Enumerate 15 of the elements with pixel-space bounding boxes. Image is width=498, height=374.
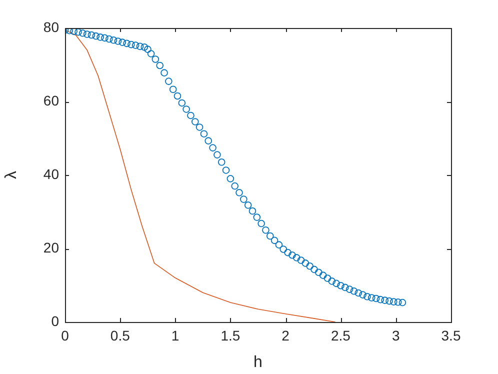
x-tick-label: 1: [171, 327, 180, 344]
y-axis-title: λ: [3, 171, 20, 179]
x-tick-label: 3.5: [441, 327, 461, 344]
y-tick-label: 60: [43, 92, 60, 108]
x-tick-label: 0: [61, 327, 70, 344]
x-tick-label: 2.5: [330, 327, 351, 344]
x-axis-title: h: [254, 354, 262, 371]
y-tick-label: 40: [43, 166, 60, 182]
y-tick-label: 80: [43, 18, 60, 35]
x-tick-label: 1.5: [220, 327, 240, 344]
x-tick-label: 3: [392, 327, 400, 344]
x-tick-label: 0.5: [110, 327, 130, 344]
y-tick-label: 20: [43, 239, 60, 256]
y-tick-label: 0: [51, 312, 60, 329]
x-tick-label: 2: [282, 327, 290, 344]
